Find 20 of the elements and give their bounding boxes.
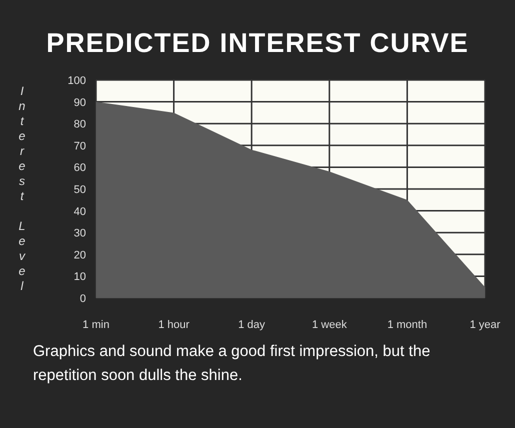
x-tick-label: 1 day [238,319,266,331]
y-tick-label: 90 [74,96,86,109]
x-tick-label: 1 month [387,319,428,331]
text: Graphics and sound make a good first impression, but the repetition soon dulls the shine. [33,343,430,384]
y-tick-label: 60 [74,162,86,174]
y-tick-label: 100 [68,75,86,87]
y-tick-label: 50 [74,184,86,196]
x-tick-label: 1 year [470,319,501,331]
y-tick-label: 0 [80,293,86,305]
x-tick-label: 1 min [82,319,110,331]
x-tick-label: 1 week [312,319,348,331]
x-tick-label: 1 hour [158,319,190,331]
y-tick-label: 80 [74,118,86,131]
y-axis-title: Interest Level [15,84,29,294]
y-tick-label: 70 [74,140,86,152]
y-tick-label: 20 [74,249,86,262]
y-tick-label: 10 [74,271,86,284]
y-tick-label: 30 [74,228,86,240]
y-tick-label: 40 [74,206,86,218]
chart-title: PREDICTED INTEREST CURVE [46,28,469,58]
